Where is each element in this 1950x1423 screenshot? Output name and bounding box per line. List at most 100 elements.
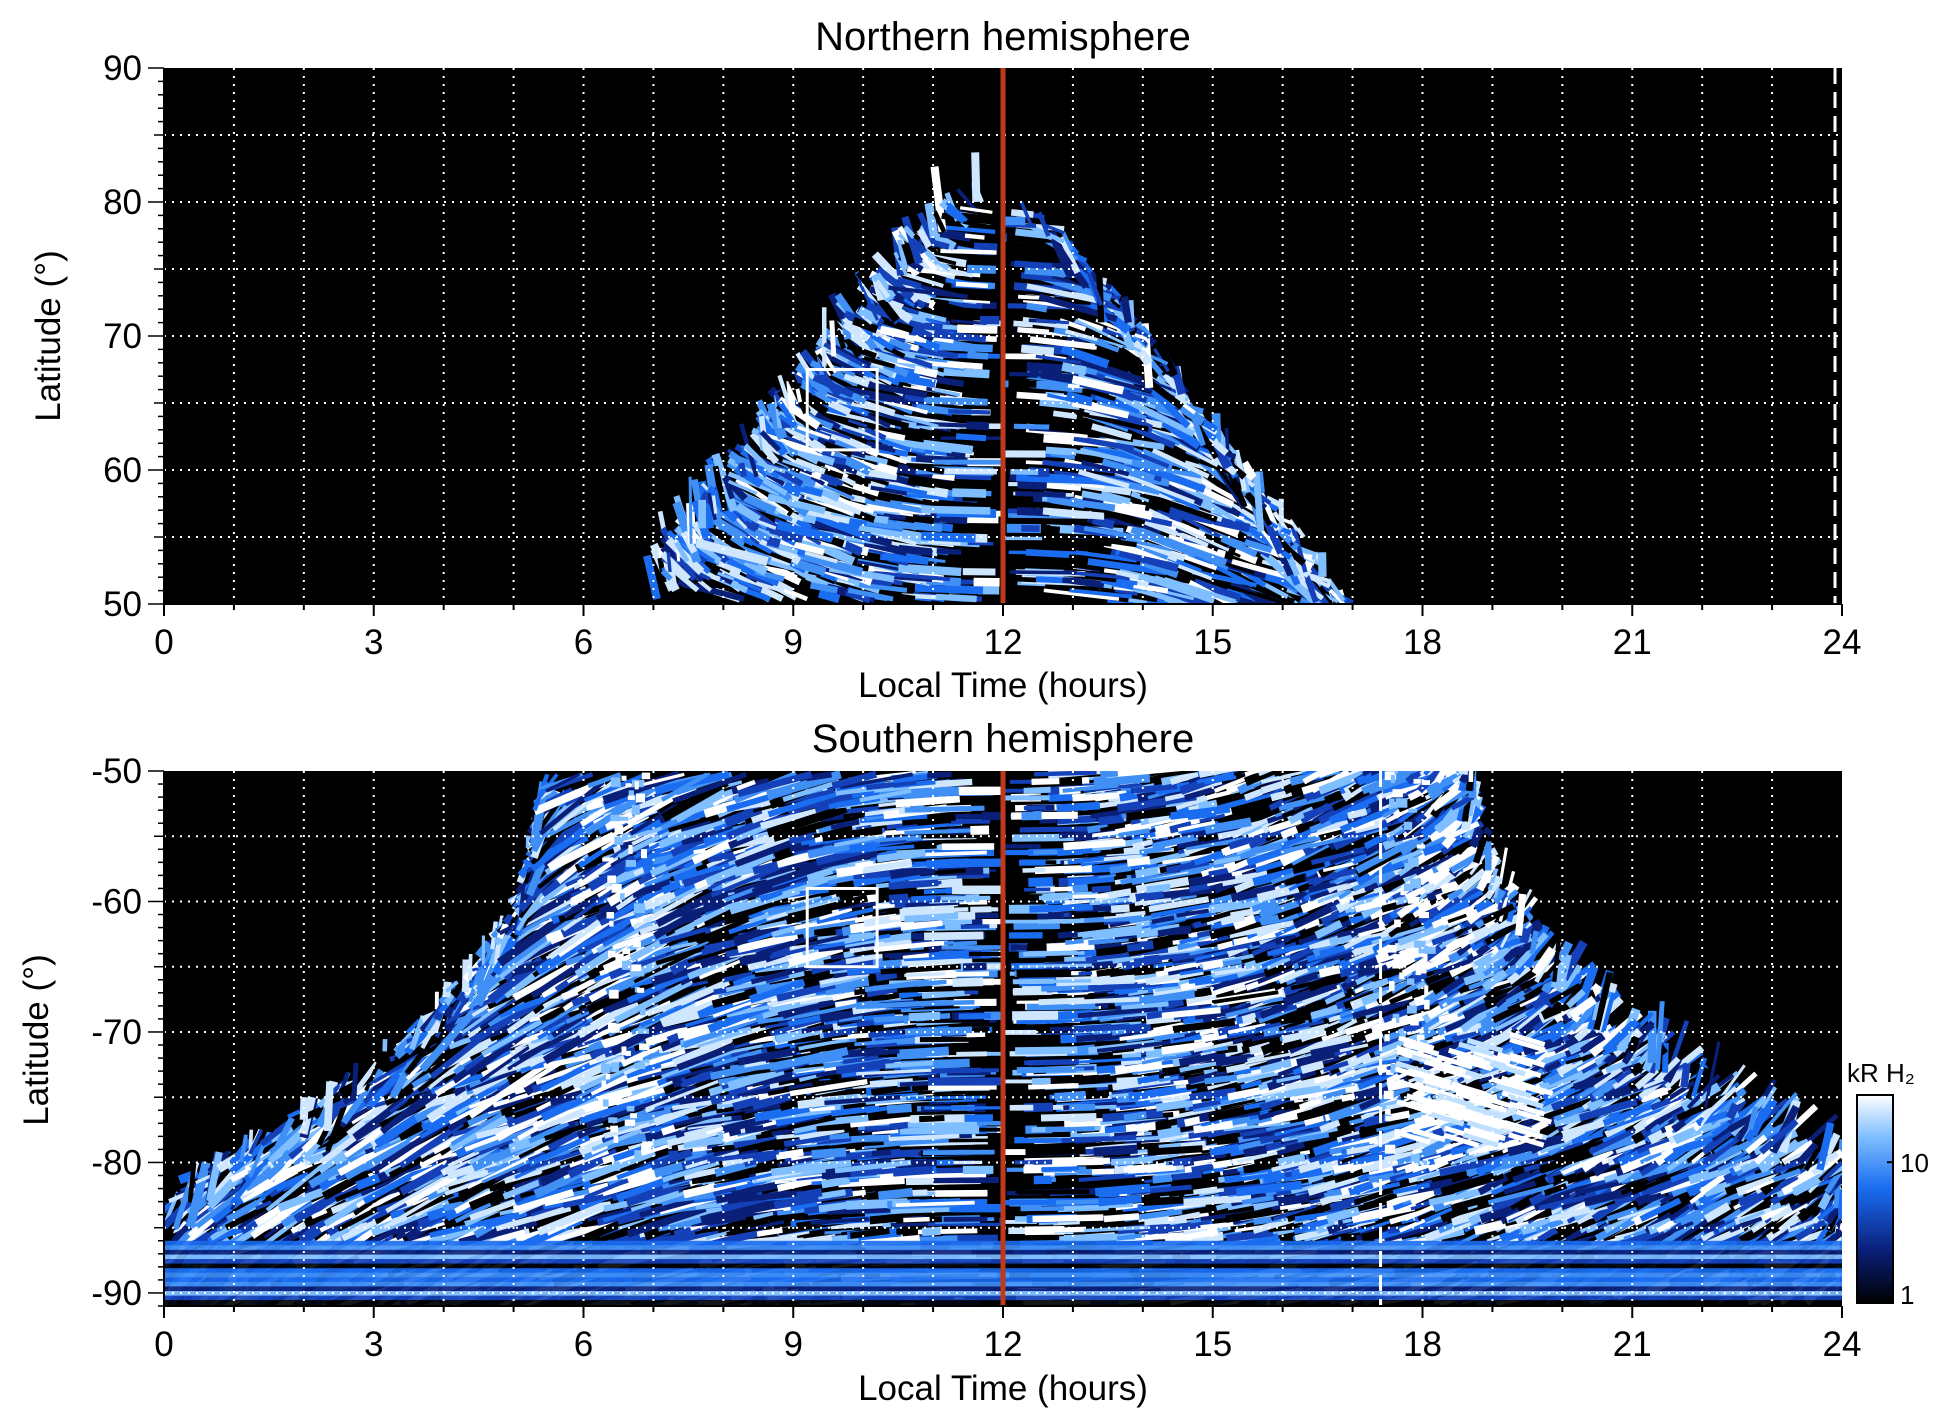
south-streak (1104, 1125, 1127, 1134)
south-streak (1235, 1150, 1277, 1165)
north-x-tick-label: 24 (1823, 623, 1862, 662)
north-streak (971, 152, 981, 202)
south-streak (1647, 1169, 1671, 1182)
south-streak (519, 1150, 581, 1174)
south-streak (1440, 1170, 1504, 1197)
north-streak (881, 591, 916, 603)
north-streak (944, 468, 997, 475)
south-streak (1116, 1232, 1145, 1241)
south-streak (886, 1103, 912, 1114)
south-streak (850, 1115, 921, 1128)
south-streak (1667, 1080, 1696, 1101)
north-streak (847, 587, 894, 602)
south-streak (1606, 1104, 1672, 1132)
south-streak (755, 1132, 775, 1140)
north-aurora-map (643, 152, 1354, 604)
north-streak (1114, 469, 1195, 504)
south-streak (1703, 1202, 1732, 1223)
north-streak (777, 396, 821, 430)
south-streak (399, 1120, 465, 1169)
north-streak (1252, 471, 1265, 532)
south-streak (1225, 1228, 1274, 1243)
north-streak (964, 233, 985, 240)
south-streak (1778, 1210, 1803, 1234)
north-streak (874, 278, 892, 299)
south-streak (821, 1176, 851, 1189)
south-streak (1656, 1103, 1686, 1126)
north-streak (826, 395, 870, 417)
north-streak (1073, 435, 1135, 452)
south-streak (1759, 1118, 1799, 1155)
south-streak (1578, 1098, 1638, 1122)
south-streak (1297, 1132, 1330, 1143)
south-streak (1702, 1219, 1727, 1235)
south-streak (1152, 1155, 1186, 1164)
north-streak (1065, 391, 1094, 406)
south-streak (1749, 1107, 1769, 1137)
south-streak (589, 1150, 669, 1185)
south-streak (1538, 1066, 1593, 1091)
north-streak (843, 371, 871, 388)
north-streak (666, 552, 672, 573)
north-streak (1026, 283, 1097, 303)
south-streak (1041, 1166, 1080, 1172)
north-streak (932, 210, 947, 233)
south-streak (1240, 1079, 1263, 1090)
north-streak (716, 560, 742, 575)
north-streak (1014, 260, 1053, 270)
north-streak (1114, 392, 1196, 437)
south-streak (1745, 1134, 1768, 1155)
south-streak (1837, 1189, 1842, 1220)
south-streak (1275, 1139, 1306, 1156)
north-streak (943, 367, 990, 379)
north-streak (1131, 541, 1169, 560)
north-streak (1061, 362, 1087, 376)
north-streak (796, 550, 864, 577)
north-streak (1120, 536, 1173, 552)
north-streak (858, 582, 908, 593)
north-streak (1175, 482, 1237, 522)
south-streak (1185, 1081, 1206, 1090)
south-streak (1487, 1183, 1555, 1205)
south-streak (1193, 1120, 1234, 1134)
south-streak (420, 1116, 488, 1159)
south-streak (869, 1216, 898, 1225)
north-streak (1184, 382, 1200, 403)
north-streak (914, 583, 984, 595)
south-streak (1616, 1206, 1659, 1221)
north-streak (893, 251, 909, 277)
south-streak (1246, 1114, 1272, 1127)
north-streak (1052, 410, 1078, 420)
south-streak (274, 1170, 315, 1192)
south-streak (1191, 1163, 1214, 1173)
north-streak (1016, 472, 1097, 485)
south-streak (1183, 1193, 1252, 1207)
north-streak (847, 418, 868, 428)
south-streak (1645, 1193, 1667, 1205)
south-streak (1818, 1157, 1842, 1182)
north-streak (1029, 230, 1053, 241)
north-streak (955, 433, 987, 442)
north-streak (973, 242, 998, 251)
south-streak (1025, 1146, 1086, 1156)
south-streak (1054, 1090, 1086, 1102)
south-streak (1093, 1144, 1138, 1157)
north-streak (1144, 426, 1219, 468)
south-streak (1204, 1074, 1238, 1085)
north-streak (777, 520, 834, 543)
north-streak (861, 380, 928, 399)
north-streak (1017, 479, 1048, 490)
south-streak (1705, 1150, 1743, 1172)
south-title: Southern hemisphere (812, 717, 1194, 761)
north-streak (1091, 423, 1133, 441)
south-streak (344, 1137, 413, 1181)
south-streak (871, 1149, 892, 1157)
north-streak (924, 202, 939, 239)
north-streak (1069, 588, 1133, 599)
north-streak (836, 327, 870, 351)
south-streak (1727, 1112, 1756, 1133)
south-streak (1028, 1083, 1079, 1090)
north-streak (1114, 588, 1138, 596)
north-streak (762, 432, 814, 452)
